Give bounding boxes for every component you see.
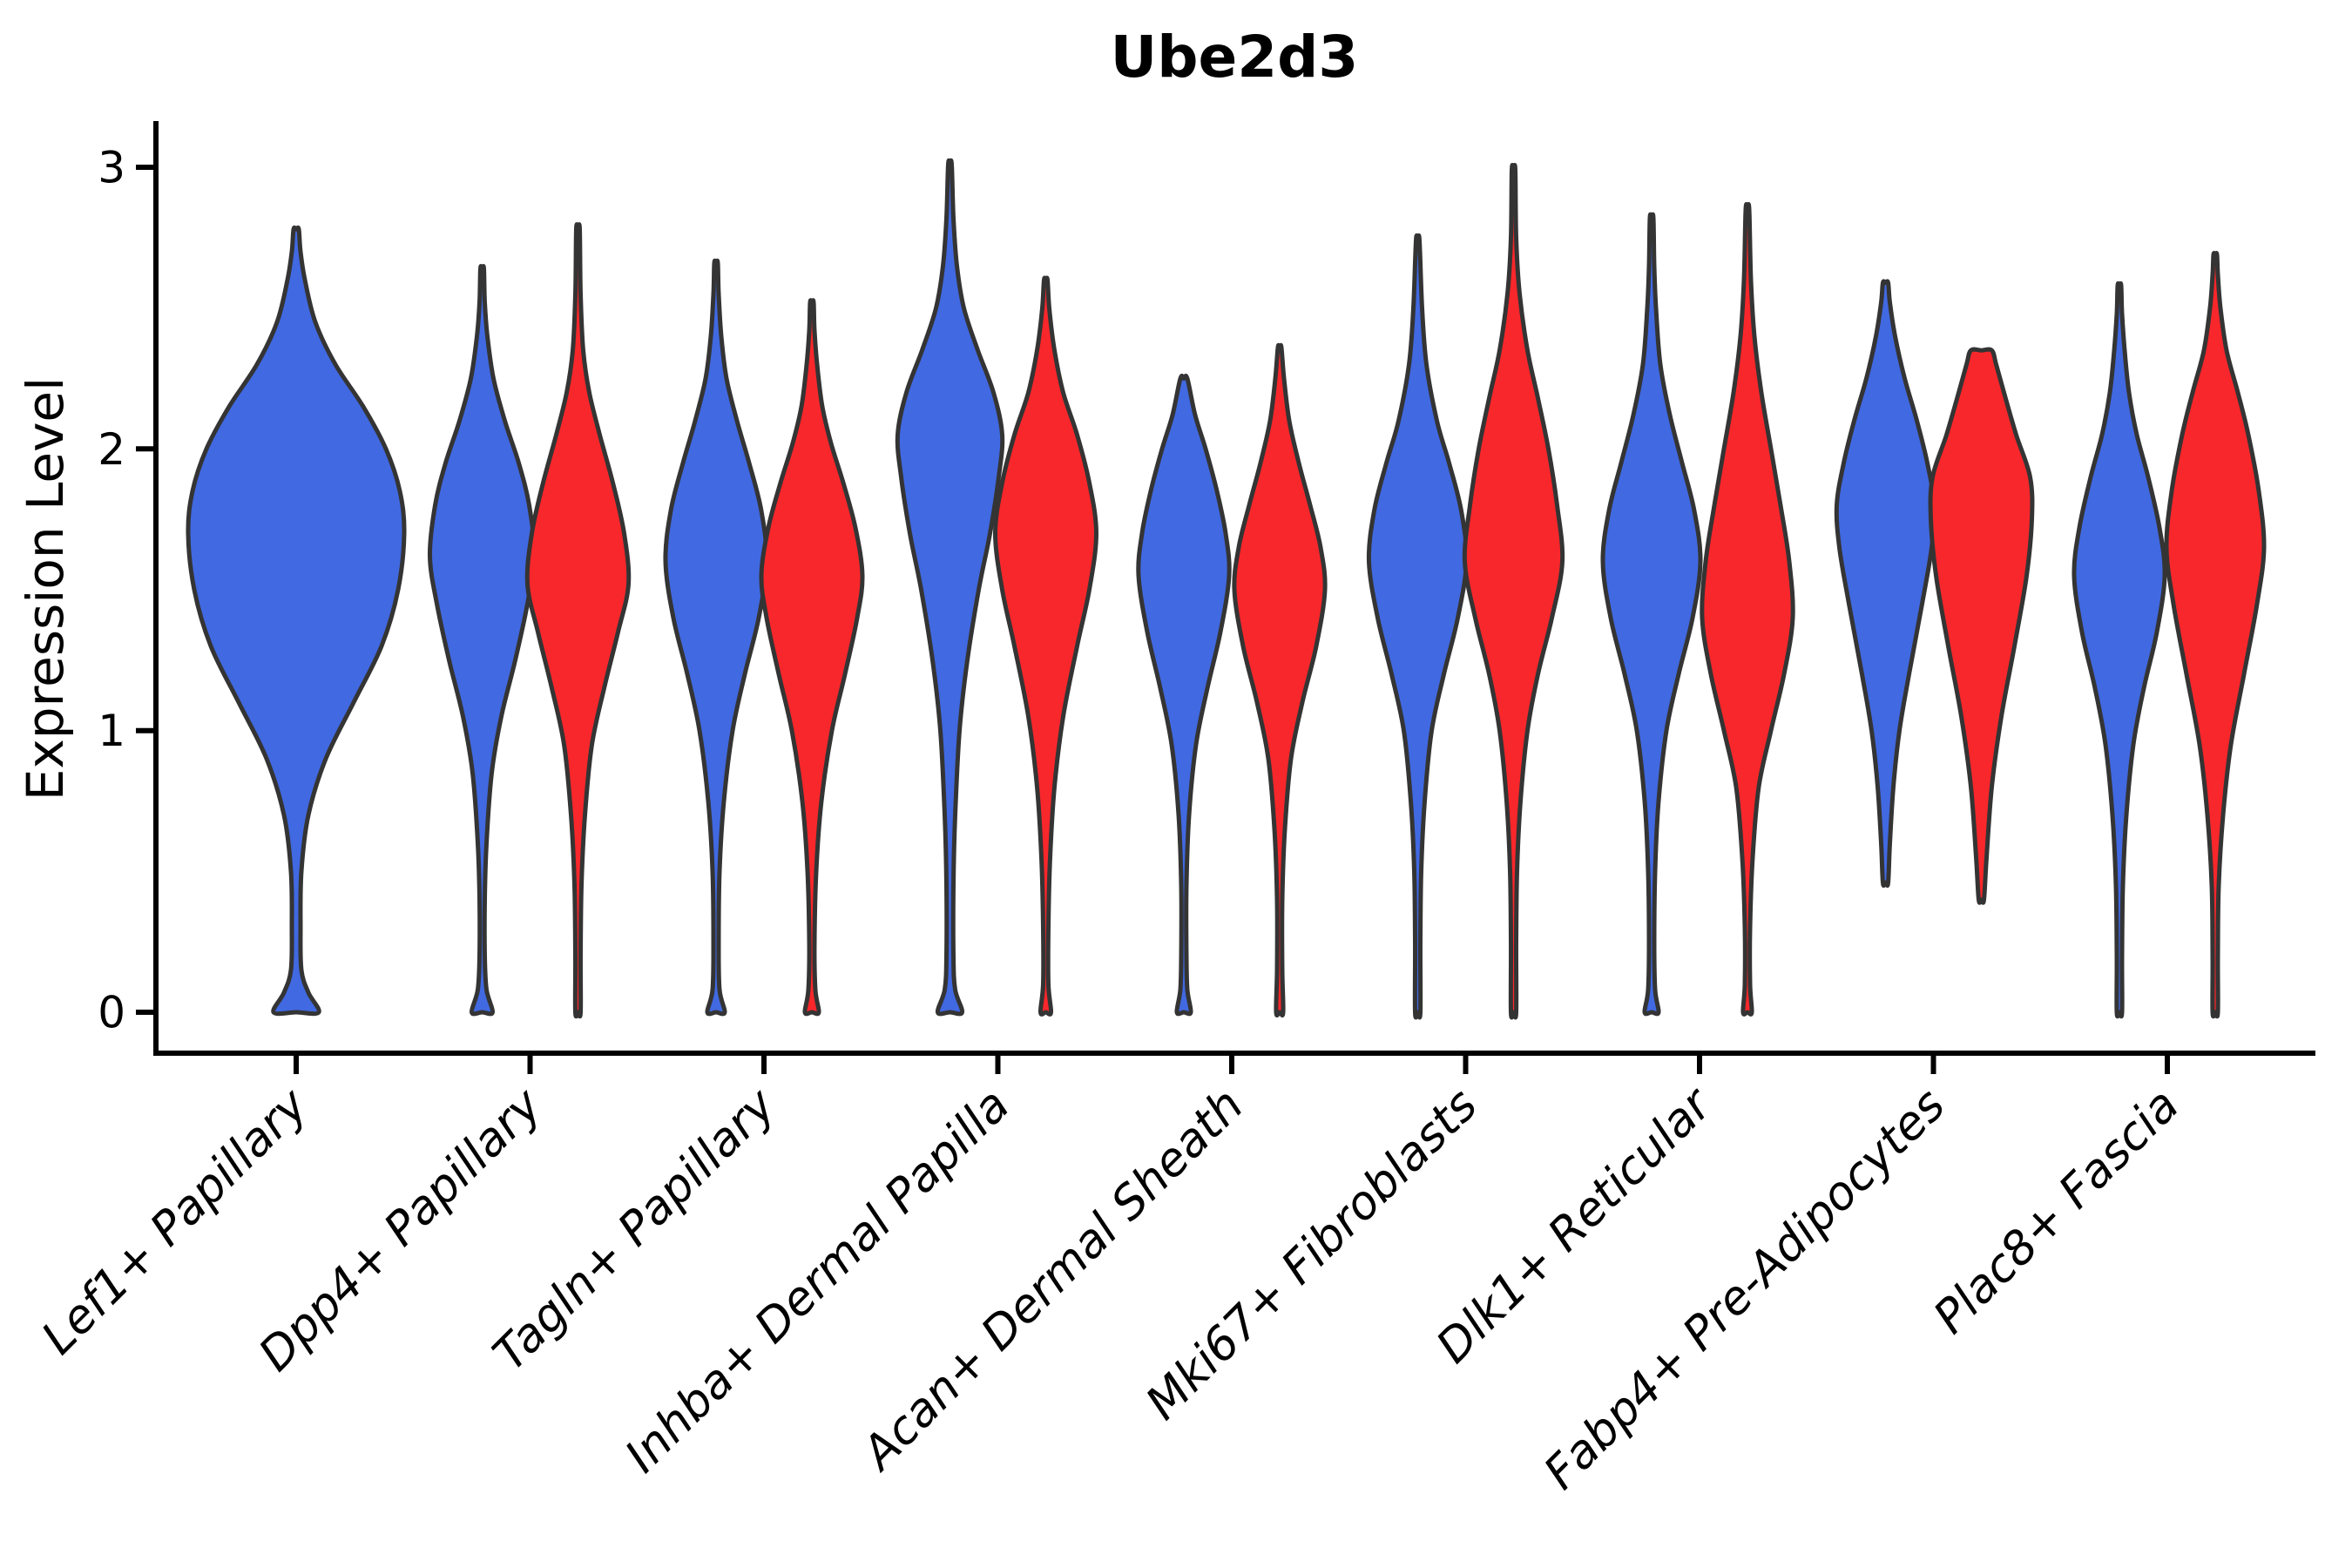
x-tick-label: Fabp4+ Pre-Adipocytes [1534, 1078, 1956, 1500]
y-tick-label: 1 [98, 706, 125, 756]
violin-inhba-group2 [993, 275, 1098, 1017]
violin-fabp4-group2 [1928, 347, 2035, 905]
violin-dlk1-group2 [1700, 202, 1795, 1017]
violin-acan-group1 [1136, 373, 1232, 1017]
violin-inhba-group1 [895, 158, 1005, 1017]
y-axis-label: Expression Level [16, 377, 75, 801]
violin-mki67-group1 [1366, 233, 1470, 1020]
violin-dlk1-group1 [1600, 212, 1703, 1017]
violins-layer [186, 158, 2267, 1020]
violin-dpp4-group2 [524, 222, 632, 1019]
x-tick-label: Inhba+ Dermal Papilla [615, 1078, 1019, 1483]
violin-tagln-group1 [663, 258, 769, 1017]
y-tick-label: 0 [98, 988, 125, 1038]
y-tick-label: 2 [98, 424, 125, 475]
violin-mki67-group2 [1462, 163, 1565, 1020]
x-tick-label: Plac8+ Fascia [1923, 1078, 2189, 1344]
violin-tagln-group2 [759, 298, 865, 1017]
violin-dpp4-group1 [427, 264, 537, 1017]
plot-title: Ube2d3 [1111, 24, 1359, 91]
y-tick-label: 3 [98, 143, 125, 193]
violin-lef1-group1 [186, 225, 407, 1017]
violin-plac8-group1 [2072, 280, 2167, 1019]
violin-acan-group2 [1232, 342, 1328, 1018]
x-tick-label: Acan+ Dermal Sheath [851, 1078, 1254, 1482]
violin-plac8-group2 [2164, 251, 2267, 1019]
y-axis-ticks: 0 1 2 3 [98, 143, 156, 1038]
violin-fabp4-group1 [1834, 279, 1937, 889]
